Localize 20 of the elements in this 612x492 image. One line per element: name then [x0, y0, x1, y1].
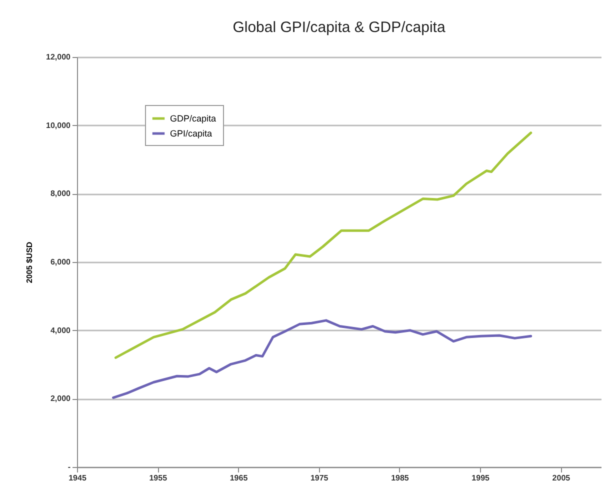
y-tick-label: -: [68, 462, 71, 472]
y-tick-label: 4,000: [50, 326, 72, 335]
y-axis-title: 2005 $USD: [25, 242, 34, 284]
x-tick-label: 1975: [310, 474, 329, 482]
legend-label: GDP/capita: [170, 114, 216, 124]
y-tick-label: 12,000: [46, 52, 72, 62]
x-tick-label: 1955: [149, 474, 168, 482]
y-tick-label: 6,000: [50, 258, 72, 266]
x-tick-label: 1965: [230, 474, 248, 482]
y-tick-label: 8,000: [50, 189, 72, 198]
line-series: [112, 319, 532, 399]
x-tick-label: 1995: [472, 474, 490, 482]
x-tick-label: 1985: [391, 474, 410, 482]
x-tick-label: 1945: [68, 474, 87, 482]
line-series: [114, 132, 532, 359]
chart-title: Global GPI/capita & GDP/capita: [232, 19, 446, 36]
legend-label: GPI/capita: [170, 128, 212, 138]
x-tick-label: 2005: [552, 474, 571, 482]
y-tick-label: 10,000: [46, 120, 72, 130]
y-tick-label: 2,000: [50, 394, 72, 404]
